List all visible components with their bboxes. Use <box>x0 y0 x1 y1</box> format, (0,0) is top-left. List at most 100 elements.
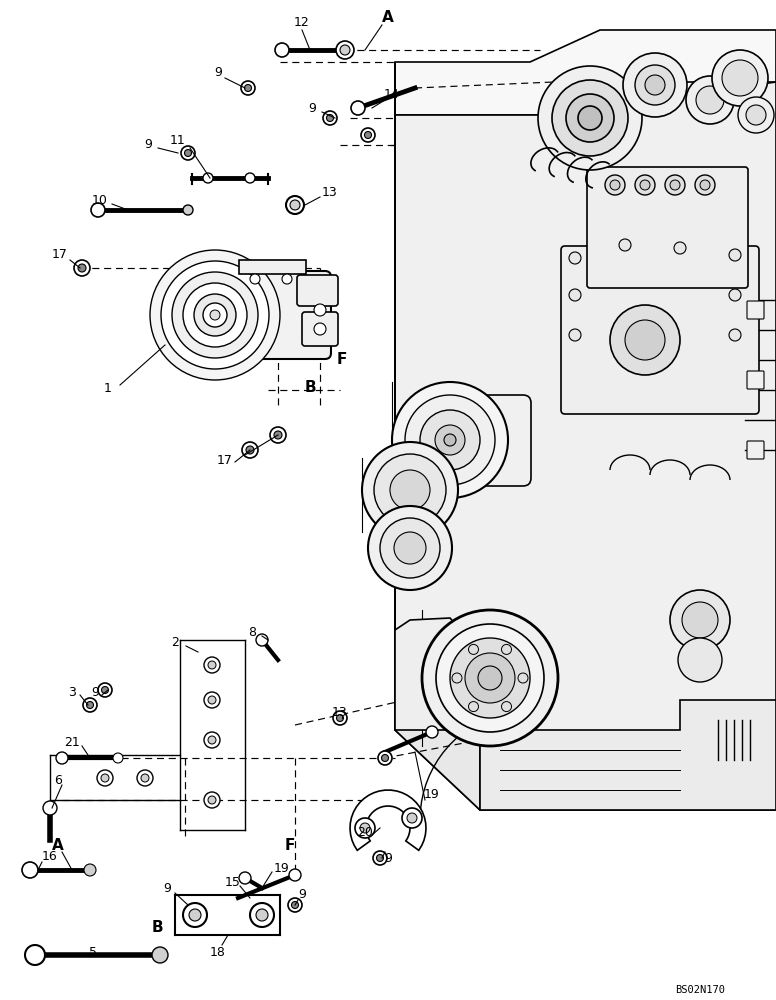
FancyBboxPatch shape <box>747 301 764 319</box>
Circle shape <box>245 173 255 183</box>
Circle shape <box>204 657 220 673</box>
Circle shape <box>113 753 123 763</box>
Circle shape <box>183 283 247 347</box>
Text: A: A <box>382 10 394 25</box>
Circle shape <box>355 818 375 838</box>
Circle shape <box>241 81 255 95</box>
Circle shape <box>452 673 462 683</box>
Circle shape <box>351 101 365 115</box>
Circle shape <box>569 329 581 341</box>
Circle shape <box>361 128 375 142</box>
Circle shape <box>270 427 286 443</box>
Text: 20: 20 <box>357 826 373 838</box>
Circle shape <box>665 175 685 195</box>
Circle shape <box>610 180 620 190</box>
Text: 14: 14 <box>384 89 400 102</box>
Circle shape <box>501 644 511 654</box>
Circle shape <box>290 200 300 210</box>
Circle shape <box>208 736 216 744</box>
Text: 9: 9 <box>384 852 392 864</box>
Circle shape <box>86 702 93 708</box>
Circle shape <box>150 250 280 380</box>
Circle shape <box>686 76 734 124</box>
Circle shape <box>700 180 710 190</box>
Circle shape <box>210 310 220 320</box>
FancyBboxPatch shape <box>302 312 338 346</box>
Circle shape <box>208 696 216 704</box>
Text: 19: 19 <box>424 788 440 802</box>
Circle shape <box>172 272 258 358</box>
Circle shape <box>141 774 149 782</box>
Circle shape <box>204 732 220 748</box>
Circle shape <box>314 304 326 316</box>
Text: B: B <box>304 380 316 395</box>
Circle shape <box>137 770 153 786</box>
Circle shape <box>362 442 458 538</box>
Circle shape <box>74 260 90 276</box>
Circle shape <box>282 274 292 284</box>
Circle shape <box>368 506 452 590</box>
Polygon shape <box>350 790 426 850</box>
Circle shape <box>22 862 38 878</box>
Circle shape <box>256 634 268 646</box>
Text: F: F <box>337 353 347 367</box>
Circle shape <box>43 801 57 815</box>
Text: 1: 1 <box>104 381 112 394</box>
Circle shape <box>56 752 68 764</box>
Circle shape <box>204 792 220 808</box>
Circle shape <box>610 305 680 375</box>
Circle shape <box>376 854 383 861</box>
Circle shape <box>426 726 438 738</box>
Circle shape <box>478 666 502 690</box>
Circle shape <box>380 518 440 578</box>
Circle shape <box>420 410 480 470</box>
FancyBboxPatch shape <box>561 246 759 414</box>
Circle shape <box>501 702 511 712</box>
Circle shape <box>208 796 216 804</box>
Circle shape <box>98 683 112 697</box>
Text: 19: 19 <box>274 861 290 874</box>
Circle shape <box>189 909 201 921</box>
Circle shape <box>84 864 96 876</box>
Text: 6: 6 <box>54 774 62 786</box>
Text: 9: 9 <box>163 882 171 894</box>
Text: 21: 21 <box>64 736 80 748</box>
Circle shape <box>374 454 446 526</box>
Circle shape <box>373 851 387 865</box>
FancyBboxPatch shape <box>747 441 764 459</box>
Text: BS02N170: BS02N170 <box>675 985 725 995</box>
Circle shape <box>288 898 302 912</box>
Text: 3: 3 <box>68 686 76 700</box>
Circle shape <box>292 902 299 908</box>
Circle shape <box>203 173 213 183</box>
Text: 9: 9 <box>91 686 99 700</box>
FancyBboxPatch shape <box>747 371 764 389</box>
Text: 17: 17 <box>52 248 68 261</box>
FancyBboxPatch shape <box>440 395 531 486</box>
Circle shape <box>323 111 337 125</box>
Circle shape <box>204 692 220 708</box>
Circle shape <box>640 180 650 190</box>
Circle shape <box>365 131 372 138</box>
Circle shape <box>161 261 269 369</box>
Circle shape <box>250 903 274 927</box>
Circle shape <box>569 289 581 301</box>
Text: 17: 17 <box>217 454 233 466</box>
Circle shape <box>327 114 334 121</box>
Polygon shape <box>480 700 776 810</box>
Circle shape <box>333 711 347 725</box>
Circle shape <box>518 673 528 683</box>
Text: 10: 10 <box>92 194 108 207</box>
Text: 5: 5 <box>89 946 97 958</box>
Circle shape <box>682 602 718 638</box>
Circle shape <box>274 431 282 439</box>
Circle shape <box>729 329 741 341</box>
Text: B: B <box>151 920 163 936</box>
Circle shape <box>645 75 665 95</box>
Circle shape <box>208 661 216 669</box>
Circle shape <box>695 175 715 195</box>
Circle shape <box>83 698 97 712</box>
Text: A: A <box>52 838 64 852</box>
Circle shape <box>336 41 354 59</box>
Circle shape <box>360 823 370 833</box>
